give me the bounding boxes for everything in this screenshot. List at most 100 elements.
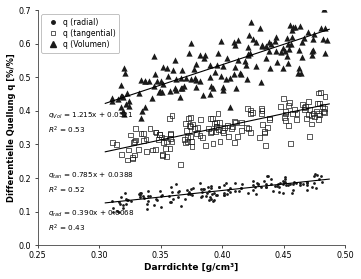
Point	[207, 91, 213, 96]
Point	[315, 91, 321, 95]
Point	[297, 181, 303, 185]
Point	[116, 199, 122, 204]
Point	[276, 189, 282, 194]
Point	[291, 107, 297, 112]
Point	[294, 111, 300, 115]
Point	[287, 100, 292, 104]
Point	[137, 194, 143, 199]
Point	[309, 49, 315, 53]
Point	[312, 115, 318, 119]
Point	[187, 192, 193, 196]
Point	[248, 130, 253, 135]
Point	[126, 99, 132, 103]
Point	[136, 91, 142, 95]
Point	[152, 130, 158, 134]
Point	[190, 122, 195, 126]
Point	[309, 122, 314, 126]
Point	[126, 104, 132, 108]
Point	[203, 193, 209, 198]
Point	[242, 59, 248, 63]
Text: $q_{tan}$ = 0.785x + 0.0388
$R^{2}$ = 0.52: $q_{tan}$ = 0.785x + 0.0388 $R^{2}$ = 0.…	[48, 171, 134, 196]
Point	[191, 66, 197, 71]
Text: $q_{Vol}$ = 1.215x + 0.0521
$R^{2}$ = 0.53: $q_{Vol}$ = 1.215x + 0.0521 $R^{2}$ = 0.…	[48, 111, 134, 136]
Point	[158, 194, 164, 199]
Point	[119, 95, 125, 99]
Point	[200, 187, 206, 192]
Point	[160, 65, 165, 69]
Point	[300, 182, 305, 186]
Point	[307, 134, 313, 138]
Point	[230, 125, 236, 129]
Point	[197, 117, 203, 122]
Point	[256, 181, 261, 186]
Point	[274, 184, 280, 188]
Point	[202, 52, 208, 57]
Point	[168, 184, 174, 189]
Point	[218, 39, 224, 43]
Point	[231, 119, 237, 123]
Point	[132, 153, 138, 157]
Point	[316, 113, 322, 117]
Point	[268, 182, 274, 186]
Point	[159, 153, 165, 158]
Point	[193, 61, 199, 66]
Point	[245, 52, 251, 57]
Point	[297, 183, 303, 187]
Point	[158, 205, 164, 210]
Point	[109, 95, 115, 100]
Point	[253, 40, 259, 44]
Point	[245, 191, 251, 196]
Point	[304, 180, 310, 184]
Point	[290, 111, 295, 115]
Point	[280, 191, 286, 195]
Point	[306, 112, 312, 117]
Point	[248, 108, 253, 112]
Point	[314, 101, 320, 105]
Point	[151, 84, 157, 89]
Point	[123, 202, 129, 206]
Point	[167, 146, 173, 151]
Point	[280, 66, 286, 70]
Point	[282, 180, 287, 184]
Point	[321, 109, 327, 114]
Point	[129, 198, 134, 203]
Point	[273, 49, 279, 54]
Point	[256, 136, 262, 140]
Point	[117, 201, 123, 206]
Point	[214, 62, 220, 67]
Point	[116, 210, 122, 214]
Point	[278, 104, 283, 109]
Point	[136, 192, 142, 196]
Point	[188, 77, 194, 81]
Point	[159, 193, 165, 197]
Point	[142, 79, 148, 83]
Point	[312, 181, 317, 186]
Point	[157, 89, 163, 94]
Point	[139, 108, 145, 113]
Point	[252, 184, 257, 189]
Point	[193, 78, 199, 82]
Point	[297, 66, 303, 70]
Point	[184, 129, 190, 133]
Point	[268, 177, 274, 182]
Point	[285, 42, 291, 46]
Point	[183, 76, 189, 81]
Point	[267, 116, 273, 120]
Point	[283, 109, 288, 114]
Point	[318, 174, 324, 178]
Point	[188, 186, 194, 191]
Point	[123, 71, 129, 75]
Point	[158, 79, 164, 84]
Point	[159, 90, 165, 95]
Point	[283, 176, 288, 181]
Point	[159, 135, 165, 139]
Point	[285, 61, 291, 65]
Point	[227, 76, 233, 80]
Point	[258, 185, 264, 189]
Point	[277, 184, 282, 189]
Point	[125, 198, 131, 203]
Point	[110, 205, 116, 210]
Point	[238, 186, 244, 190]
Point	[245, 52, 251, 56]
Point	[201, 55, 207, 60]
